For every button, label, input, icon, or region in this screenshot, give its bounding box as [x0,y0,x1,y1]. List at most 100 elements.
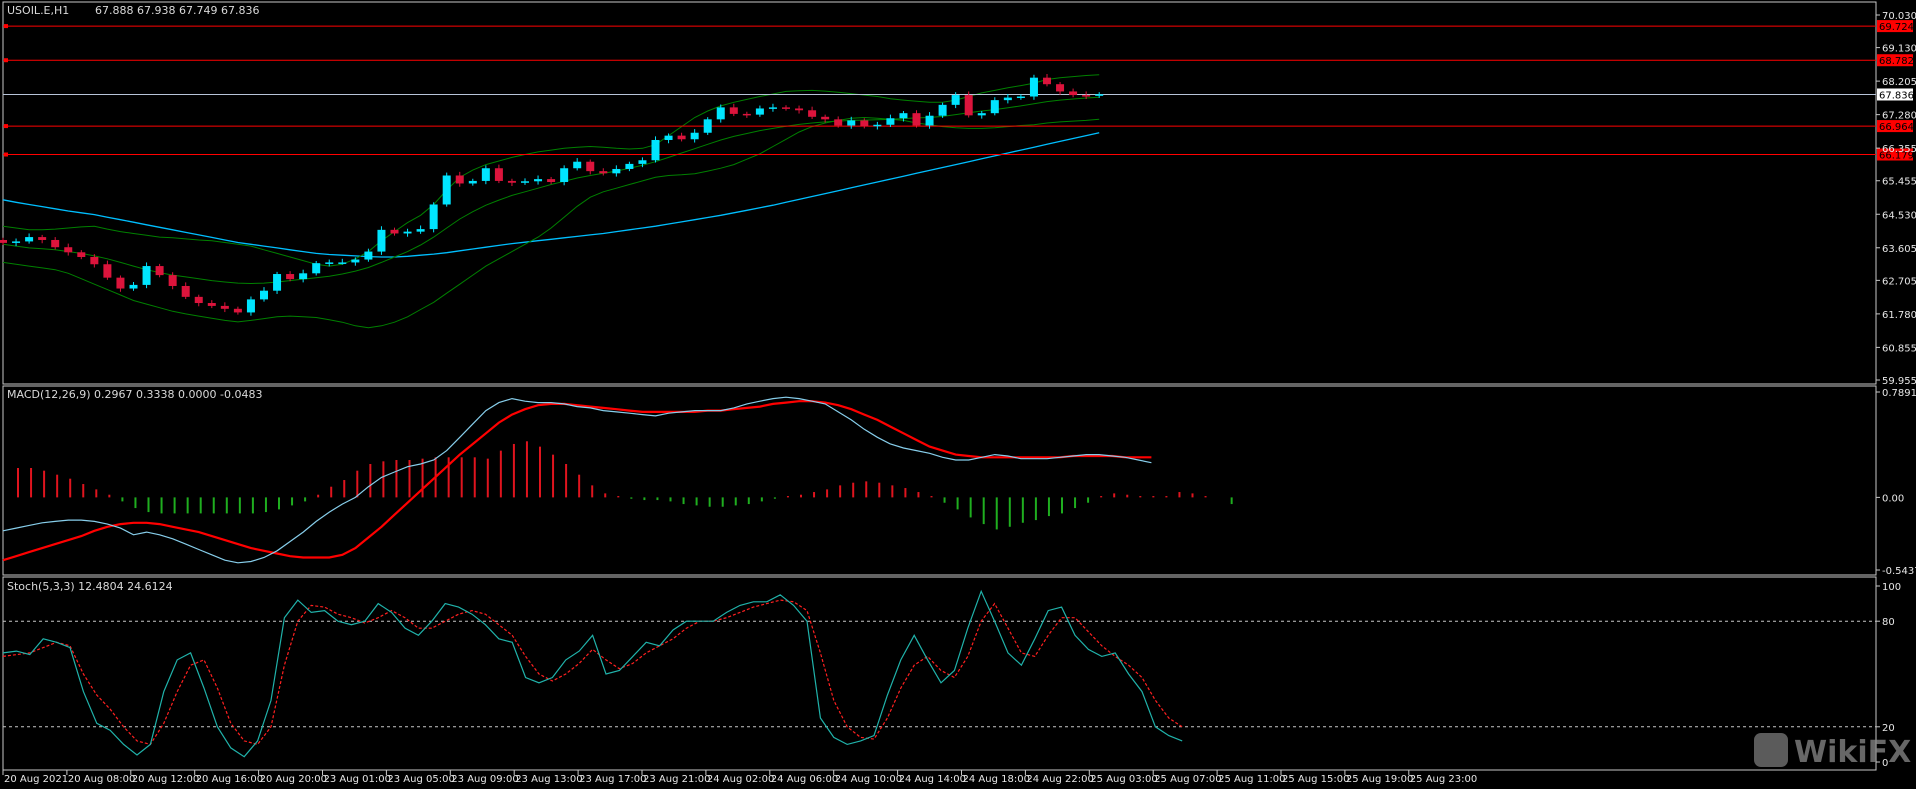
candlestick[interactable] [468,178,477,186]
candlestick[interactable] [1029,74,1038,100]
candlestick[interactable] [1043,74,1051,87]
candlestick[interactable] [612,165,621,177]
candle-body [299,273,308,280]
candlestick[interactable] [455,171,464,187]
candlestick[interactable] [677,132,686,142]
candlestick[interactable] [416,225,425,234]
candlestick[interactable] [964,91,973,118]
candlestick[interactable] [207,300,216,309]
candlestick[interactable] [1016,94,1025,100]
candlestick[interactable] [103,260,112,280]
candlestick[interactable] [390,227,399,236]
candlestick[interactable] [938,102,947,118]
level-handle[interactable] [4,124,8,129]
candlestick[interactable] [729,103,738,117]
candlestick[interactable] [899,111,908,122]
candlestick[interactable] [260,287,268,302]
candlestick[interactable] [1003,93,1012,104]
macd-tick-label: 0.7891 [1882,388,1916,399]
candlestick[interactable] [142,262,151,289]
candlestick[interactable] [1056,82,1065,95]
candlestick[interactable] [534,175,543,185]
candlestick[interactable] [507,178,516,186]
candlestick[interactable] [651,136,660,163]
level-handle[interactable] [4,24,8,29]
stochastic-plot-area[interactable] [2,589,1876,758]
candlestick[interactable] [782,105,790,111]
candlestick[interactable] [821,114,830,123]
candle-body [886,118,895,125]
candlestick[interactable] [403,228,412,237]
candlestick[interactable] [1082,91,1091,100]
candlestick[interactable] [494,164,503,184]
candlestick[interactable] [638,157,647,168]
candlestick[interactable] [951,92,960,109]
candlestick[interactable] [429,202,438,233]
candlestick[interactable] [808,106,817,119]
candlestick[interactable] [325,259,334,267]
candlestick[interactable] [51,237,60,250]
candlestick[interactable] [860,118,869,129]
candlestick[interactable] [38,234,47,244]
candlestick[interactable] [90,254,99,268]
candlestick[interactable] [442,172,451,207]
candlestick[interactable] [768,103,777,112]
candlestick[interactable] [573,158,582,171]
candlestick[interactable] [795,105,804,114]
candlestick[interactable] [560,165,569,186]
candlestick[interactable] [690,129,699,143]
candlestick[interactable] [547,176,556,185]
candlestick[interactable] [286,271,295,282]
candlestick[interactable] [925,112,934,129]
price-plot-area[interactable] [0,24,1876,329]
candlestick[interactable] [364,248,373,262]
candlestick[interactable] [847,116,856,129]
candlestick[interactable] [312,260,321,276]
candlestick[interactable] [338,258,347,265]
candlestick[interactable] [233,306,242,315]
candlestick[interactable] [246,296,255,316]
candlestick[interactable] [873,121,882,130]
candlestick[interactable] [155,263,164,278]
candlestick[interactable] [664,133,673,144]
candle-body [273,274,282,291]
candlestick[interactable] [1095,92,1104,98]
candlestick[interactable] [834,116,843,128]
candlestick[interactable] [521,178,529,185]
candlestick[interactable] [168,272,177,290]
candlestick[interactable] [181,282,190,300]
candlestick[interactable] [886,114,895,127]
candlestick[interactable] [273,271,282,294]
stoch-panel-frame [2,576,1877,771]
candlestick[interactable] [755,105,764,117]
candlestick[interactable] [703,117,712,135]
candlestick[interactable] [377,226,386,255]
candlestick[interactable] [194,294,203,307]
candlestick[interactable] [586,159,595,175]
candlestick[interactable] [742,111,751,118]
candle-body [847,120,856,126]
candlestick[interactable] [481,165,490,185]
candlestick[interactable] [12,238,21,247]
candlestick[interactable] [220,302,229,313]
candlestick[interactable] [351,257,360,266]
candlestick[interactable] [129,282,138,291]
candlestick[interactable] [1069,88,1078,98]
candlestick[interactable] [977,111,986,119]
level-handle[interactable] [4,58,8,63]
candlestick[interactable] [299,269,308,283]
candlestick[interactable] [599,168,608,176]
candlestick[interactable] [912,110,921,128]
candlestick[interactable] [0,237,7,246]
candlestick[interactable] [716,104,725,123]
candlestick[interactable] [64,243,73,256]
macd-plot-area[interactable] [2,396,1233,564]
candlestick[interactable] [990,97,999,116]
candlestick[interactable] [77,250,86,260]
candlestick[interactable] [25,233,34,244]
time-tick-label: 24 Aug 22:00 [1026,774,1093,785]
candlestick[interactable] [116,275,125,292]
level-handle[interactable] [4,152,8,157]
candlestick[interactable] [625,161,634,172]
